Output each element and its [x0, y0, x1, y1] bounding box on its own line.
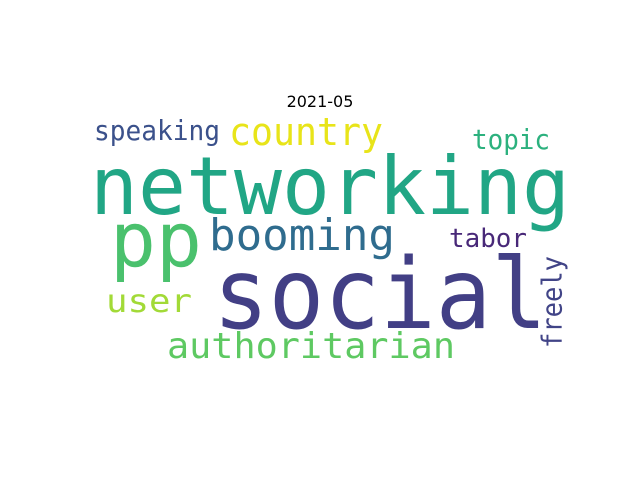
- word-social: social: [213, 238, 547, 352]
- word-user: user: [106, 282, 192, 320]
- word-booming: booming: [209, 210, 395, 261]
- word-pp: pp: [110, 195, 202, 284]
- word-speaking: speaking: [94, 114, 220, 147]
- word-topic: topic: [472, 123, 550, 156]
- word-freely: freely: [536, 256, 569, 348]
- word-authoritarian: authoritarian: [167, 326, 455, 367]
- word-tabor: tabor: [449, 224, 527, 254]
- figure-title: 2021-05: [286, 92, 354, 111]
- word-networking: networking: [90, 140, 570, 233]
- word-country: country: [229, 110, 383, 154]
